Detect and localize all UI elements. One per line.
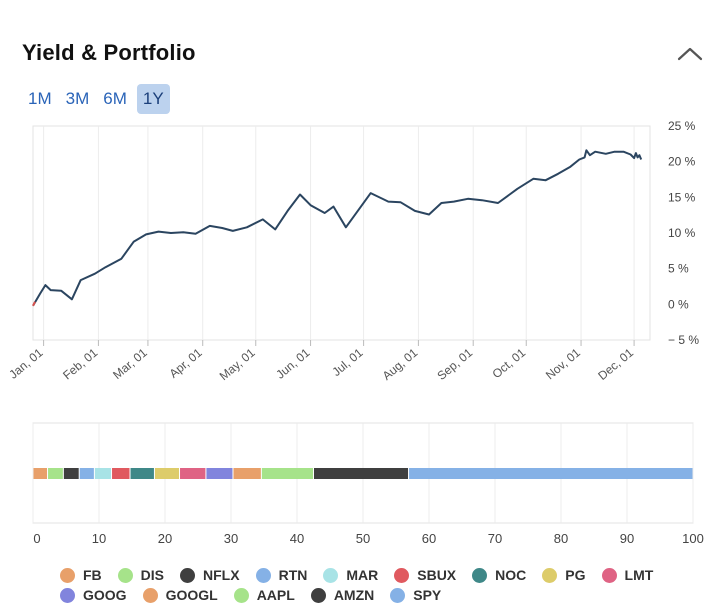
legend-item-nflx[interactable]: NFLX (180, 566, 240, 584)
bar-segment-nflx (63, 468, 79, 479)
x-tick-label: Aug, 01 (380, 345, 421, 383)
range-button-1y[interactable]: 1Y (136, 84, 170, 114)
yield-line-chart: 25 % 20 % 15 % 10 % 5 % 0 % − 5 % Jan, 01 Feb, 0… (6, 119, 699, 383)
legend-item-spy[interactable]: SPY (390, 586, 441, 604)
legend-label: PG (565, 567, 586, 583)
x-tick-label: Nov, 01 (543, 345, 583, 382)
bar-segment-spy (409, 468, 693, 479)
bar-segment-googl (233, 468, 261, 479)
legend-item-fb[interactable]: FB (60, 566, 102, 584)
y-tick-label: − 5 % (668, 333, 699, 347)
x-tick-label: 50 (356, 531, 370, 546)
legend-label: SPY (413, 587, 442, 603)
legend-item-pg[interactable]: PG (542, 566, 586, 584)
bar-segment-fb (33, 468, 48, 479)
range-button-1m[interactable]: 1M (28, 89, 52, 108)
bar-segment-mar (94, 468, 112, 479)
portfolio-allocation-chart: 0 10 20 30 40 50 60 70 80 90 100 (32, 422, 704, 546)
legend-label: SBUX (417, 567, 457, 583)
plot-frame (32, 125, 651, 341)
legend-item-lmt[interactable]: LMT (601, 566, 654, 584)
x-tick-label: Jun, 01 (273, 345, 312, 381)
legend-swatch (542, 567, 558, 583)
x-tick-label: 30 (224, 531, 238, 546)
x-tick-label: 100 (682, 531, 704, 546)
y-tick-label: 25 % (668, 119, 696, 133)
x-tick-label: May, 01 (217, 345, 258, 383)
legend-swatch (142, 587, 158, 603)
y-tick-label: 5 % (668, 262, 689, 276)
x-tick-label: Oct, 01 (490, 345, 529, 381)
legend-swatch (323, 567, 339, 583)
bar-segment-dis (48, 468, 63, 479)
y-tick-label: 20 % (668, 155, 696, 169)
x-tick-label: 60 (422, 531, 436, 546)
y-tick-label: 0 % (668, 297, 689, 311)
bar-segment-amzn (314, 468, 409, 479)
legend-swatch (601, 567, 617, 583)
x-tick-label: Jan, 01 (6, 345, 45, 381)
legend-item-rtn[interactable]: RTN (255, 566, 308, 584)
legend-swatch (310, 587, 326, 603)
x-tick-label: Sep, 01 (434, 345, 475, 383)
legend-label: NOC (495, 567, 527, 583)
bar-segment-noc (130, 468, 154, 479)
x-tick-label: 20 (158, 531, 172, 546)
bar-segment-aapl (261, 468, 313, 479)
bar-segment-pg (154, 468, 180, 479)
legend-swatch (60, 587, 75, 603)
legend-swatch (233, 587, 249, 603)
legend-label: MAR (346, 567, 379, 583)
legend-label: GOOG (83, 587, 127, 603)
legend-item-mar[interactable]: MAR (323, 566, 378, 584)
chevron-up-icon[interactable] (676, 44, 704, 64)
range-button-3m[interactable]: 3M (65, 89, 90, 108)
bar-segment-sbux (112, 468, 130, 479)
legend-label: AMZN (333, 587, 375, 603)
x-tick-label: 10 (92, 531, 106, 546)
x-tick-label: 90 (620, 531, 634, 546)
legend-swatch (117, 567, 133, 583)
legend-swatch (394, 567, 410, 583)
x-tick-label: 70 (488, 531, 502, 546)
legend-item-googl[interactable]: GOOGL (142, 586, 218, 604)
legend-item-noc[interactable]: NOC (472, 566, 526, 584)
page-title: Yield & Portfolio (22, 40, 196, 65)
legend-item-goog[interactable]: GOOG (60, 586, 127, 604)
legend-item-dis[interactable]: DIS (117, 566, 165, 584)
bar-segment-rtn (79, 468, 94, 479)
time-range-selector: 1M 3M 6M 1Y (24, 84, 176, 114)
x-tick-label: Dec, 01 (595, 345, 636, 383)
y-tick-label: 15 % (668, 190, 696, 204)
legend-swatch (390, 587, 406, 603)
legend-swatch (60, 567, 75, 583)
bar-segment-goog (206, 468, 233, 479)
legend-label: LMT (624, 567, 654, 583)
x-tick-label: 80 (554, 531, 568, 546)
x-tick-label: Feb, 01 (60, 345, 100, 382)
legend-label: DIS (140, 567, 165, 583)
legend-item-aapl[interactable]: AAPL (233, 586, 295, 604)
legend-label: AAPL (256, 587, 295, 603)
legend-swatch (472, 567, 488, 583)
y-tick-label: 10 % (668, 226, 696, 240)
legend-swatch (180, 567, 196, 583)
legend-item-sbux[interactable]: SBUX (394, 566, 456, 584)
x-tick-label: Mar, 01 (110, 345, 150, 382)
series-start-marker (32, 301, 36, 307)
series-line-yield (32, 149, 643, 307)
legend-label: FB (83, 567, 102, 583)
legend-item-amzn[interactable]: AMZN (310, 586, 375, 604)
legend-label: NFLX (203, 567, 240, 583)
legend-label: RTN (278, 567, 308, 583)
x-tick-label: Apr, 01 (167, 345, 205, 380)
allocation-legend: FB DIS NFLX RTN MAR SBUX NOC PG LMT GOOG GOOGL AAPL… (60, 566, 680, 604)
x-tick-label: Jul, 01 (329, 345, 365, 379)
range-button-6m[interactable]: 6M (103, 89, 127, 108)
bar-segment-lmt (180, 468, 206, 479)
x-tick-label: 40 (290, 531, 304, 546)
legend-swatch (255, 567, 271, 583)
x-tick-label: 0 (33, 531, 40, 546)
legend-label: GOOGL (165, 587, 218, 603)
